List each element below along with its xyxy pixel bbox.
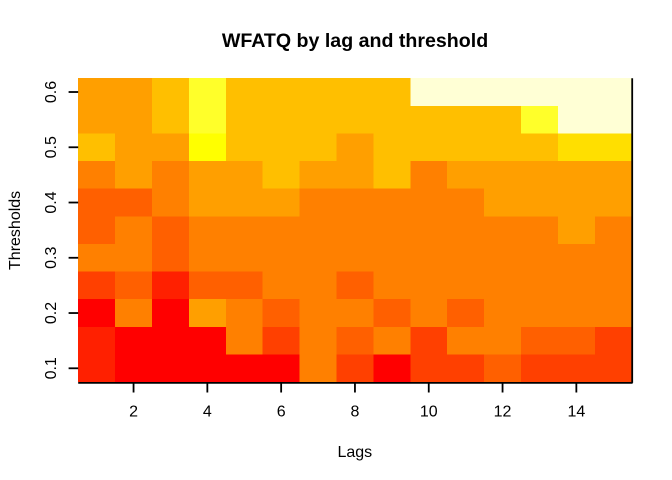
- svg-text:0.2: 0.2: [43, 302, 60, 324]
- svg-text:0.3: 0.3: [43, 247, 60, 269]
- svg-text:WFATQ by lag and threshold: WFATQ by lag and threshold: [222, 30, 488, 52]
- svg-text:Thresholds: Thresholds: [7, 191, 24, 270]
- svg-text:8: 8: [350, 404, 359, 421]
- svg-text:6: 6: [277, 404, 286, 421]
- svg-text:2: 2: [129, 404, 138, 421]
- svg-text:10: 10: [420, 404, 438, 421]
- svg-text:12: 12: [494, 404, 512, 421]
- svg-text:0.6: 0.6: [43, 81, 60, 103]
- svg-text:4: 4: [203, 404, 212, 421]
- svg-text:0.1: 0.1: [43, 357, 60, 379]
- svg-text:0.4: 0.4: [43, 191, 60, 213]
- svg-text:Lags: Lags: [337, 444, 372, 461]
- svg-text:14: 14: [567, 404, 585, 421]
- svg-text:0.5: 0.5: [43, 136, 60, 158]
